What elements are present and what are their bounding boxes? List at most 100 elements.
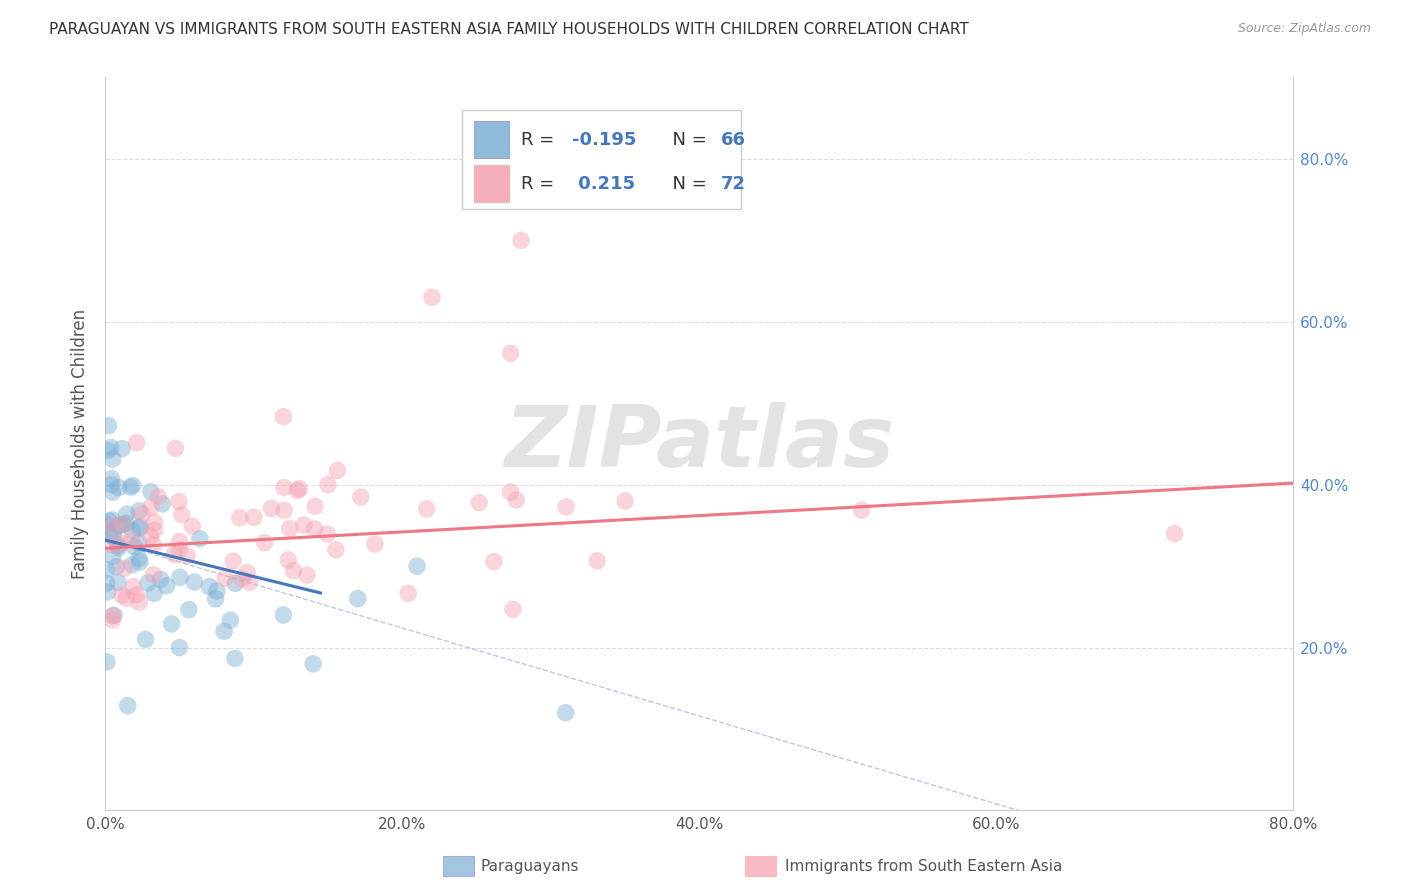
Point xyxy=(139,500,162,515)
Point xyxy=(139,529,162,543)
Text: -0.195: -0.195 xyxy=(572,131,637,149)
Point xyxy=(468,495,491,509)
Point xyxy=(101,613,124,627)
Point xyxy=(128,521,150,535)
Point xyxy=(96,576,118,591)
Point xyxy=(128,551,150,566)
Point xyxy=(505,493,527,508)
Text: ZIPatlas: ZIPatlas xyxy=(505,402,894,485)
Point xyxy=(350,490,373,504)
Point xyxy=(129,555,152,569)
Text: 72: 72 xyxy=(721,175,745,193)
Point xyxy=(121,478,143,492)
Point xyxy=(125,588,148,602)
Point xyxy=(112,561,135,575)
Point xyxy=(224,651,246,665)
Point xyxy=(420,290,443,304)
Point xyxy=(128,595,150,609)
Point xyxy=(406,559,429,574)
Point xyxy=(101,538,124,552)
Point xyxy=(219,613,242,627)
Point xyxy=(163,548,186,562)
Text: Source: ZipAtlas.com: Source: ZipAtlas.com xyxy=(1237,22,1371,36)
Text: 0.215: 0.215 xyxy=(572,175,636,193)
Point xyxy=(198,580,221,594)
Point xyxy=(115,591,138,606)
Point xyxy=(107,480,129,494)
Point xyxy=(231,572,253,586)
Point xyxy=(107,538,129,552)
Point xyxy=(111,517,134,532)
Point xyxy=(273,503,295,517)
Point xyxy=(1163,526,1185,541)
Point xyxy=(304,500,326,514)
Text: R =: R = xyxy=(522,175,560,193)
Point xyxy=(236,566,259,580)
Point xyxy=(103,608,125,623)
Text: Paraguayans: Paraguayans xyxy=(481,859,579,873)
Text: Immigrants from South Eastern Asia: Immigrants from South Eastern Asia xyxy=(785,859,1062,873)
Point xyxy=(143,516,166,530)
Point xyxy=(325,542,347,557)
Point xyxy=(107,575,129,590)
Point xyxy=(555,500,578,514)
Point xyxy=(100,441,122,455)
Point xyxy=(222,554,245,568)
Point xyxy=(502,602,524,616)
Point xyxy=(101,513,124,527)
Point xyxy=(143,586,166,600)
Point xyxy=(115,516,138,530)
Point xyxy=(103,524,125,539)
Point xyxy=(287,483,309,498)
Point xyxy=(96,563,118,577)
Point xyxy=(142,567,165,582)
Point xyxy=(121,533,143,547)
Point xyxy=(188,532,211,546)
Point xyxy=(122,580,145,594)
Point xyxy=(100,472,122,486)
Point xyxy=(103,530,125,544)
Text: N =: N = xyxy=(661,131,713,149)
Point xyxy=(169,542,191,557)
Y-axis label: Family Households with Children: Family Households with Children xyxy=(72,309,89,579)
Point xyxy=(482,554,505,568)
Point xyxy=(283,564,305,578)
Point xyxy=(214,571,236,585)
Point xyxy=(165,442,187,456)
Point xyxy=(143,523,166,537)
Point xyxy=(129,519,152,533)
FancyBboxPatch shape xyxy=(461,111,741,210)
Point xyxy=(851,503,873,517)
Point xyxy=(136,576,159,591)
Text: N =: N = xyxy=(661,175,713,193)
Point xyxy=(614,494,637,508)
Point xyxy=(364,537,387,551)
Point xyxy=(101,549,124,564)
Point xyxy=(277,553,299,567)
Point xyxy=(117,698,139,713)
Point xyxy=(288,482,311,496)
Point xyxy=(326,463,349,477)
Point xyxy=(228,510,250,524)
Point xyxy=(149,573,172,587)
Point xyxy=(183,574,205,589)
Point xyxy=(253,535,276,549)
Point xyxy=(115,507,138,521)
Point xyxy=(128,535,150,549)
Point xyxy=(111,588,134,602)
Point xyxy=(167,494,190,508)
Point xyxy=(169,640,191,655)
Point xyxy=(242,510,264,524)
Point xyxy=(316,477,339,491)
Point xyxy=(125,435,148,450)
Point xyxy=(302,657,325,671)
Point xyxy=(101,519,124,533)
FancyBboxPatch shape xyxy=(474,121,509,158)
Point xyxy=(110,536,132,550)
Point xyxy=(121,524,143,538)
Point xyxy=(148,490,170,504)
Point xyxy=(101,608,124,623)
Point xyxy=(304,522,326,536)
Point xyxy=(121,558,143,572)
FancyBboxPatch shape xyxy=(474,165,509,202)
